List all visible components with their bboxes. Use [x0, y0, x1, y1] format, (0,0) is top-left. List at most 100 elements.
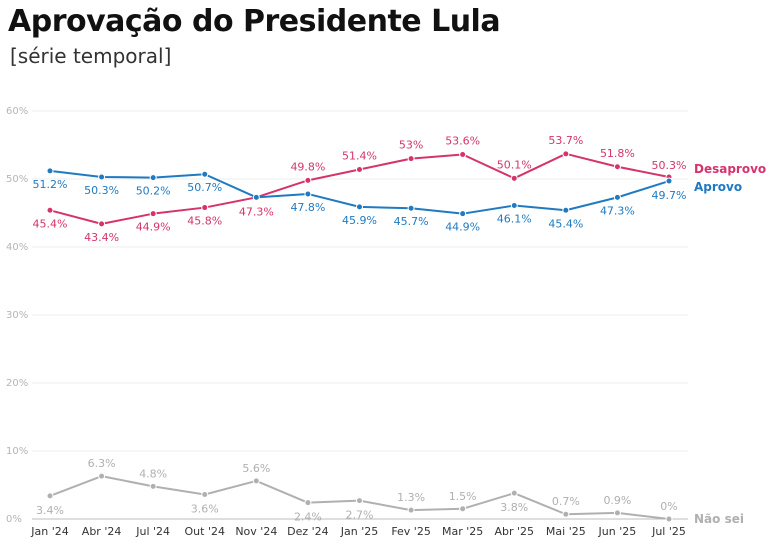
data-point — [562, 206, 570, 214]
data-point — [510, 202, 518, 210]
data-point — [356, 165, 363, 173]
data-label: 45.4% — [33, 217, 68, 230]
data-point — [252, 477, 260, 485]
data-label: 51.8% — [600, 147, 635, 160]
data-point — [562, 510, 570, 518]
series-name-aprovo: Aprovo — [694, 180, 742, 194]
data-point — [613, 509, 621, 517]
series-name-desaprovo: Desaprovo — [694, 162, 766, 176]
y-tick-label: 40% — [6, 242, 28, 253]
data-point — [407, 506, 415, 514]
data-point — [149, 210, 157, 218]
x-tick-label: Jul '24 — [135, 525, 170, 538]
x-tick-label: Mai '25 — [546, 525, 586, 538]
data-label: 50.3% — [84, 184, 119, 197]
data-label: 53% — [399, 139, 423, 152]
data-label: 47.8% — [290, 201, 325, 214]
series-name-nao-sei: Não sei — [694, 512, 744, 526]
y-tick-label: 50% — [6, 174, 28, 185]
data-label: 2.7% — [346, 509, 374, 522]
data-label: 46.1% — [497, 213, 532, 226]
x-tick-label: Out '24 — [185, 525, 225, 538]
data-point — [201, 491, 209, 499]
x-tick-label: Abr '24 — [82, 525, 122, 538]
data-point — [613, 163, 621, 171]
x-tick-label: Nov '24 — [235, 525, 277, 538]
data-label: 3.6% — [191, 503, 219, 516]
data-label: 51.2% — [33, 178, 68, 191]
data-label: 50.7% — [187, 181, 222, 194]
y-tick-label: 30% — [6, 310, 28, 321]
data-point — [510, 174, 518, 182]
data-label: 2.4% — [294, 511, 322, 524]
data-label: 45.8% — [187, 215, 222, 228]
data-point — [304, 176, 312, 184]
chart-subtitle: [série temporal] — [10, 44, 172, 68]
data-label: 44.9% — [136, 221, 171, 234]
data-point — [46, 206, 54, 214]
x-tick-label: Dez '24 — [287, 525, 329, 538]
data-point — [201, 170, 209, 178]
data-label: 47.3% — [600, 204, 635, 217]
x-tick-label: Jul '25 — [651, 525, 686, 538]
data-label: 53.6% — [445, 135, 480, 148]
data-point — [149, 482, 157, 490]
data-label: 53.7% — [548, 134, 583, 147]
data-label: 45.9% — [342, 214, 377, 227]
data-label: 6.3% — [88, 457, 116, 470]
data-point — [613, 193, 621, 201]
data-point — [407, 155, 415, 163]
chart-title: Aprovação do Presidente Lula — [8, 4, 501, 39]
data-point — [356, 497, 363, 505]
data-point — [304, 499, 312, 507]
data-point — [98, 173, 106, 181]
data-label: 0.7% — [552, 495, 580, 508]
data-point — [665, 515, 673, 523]
data-label: 51.4% — [342, 149, 377, 162]
data-label: 50.2% — [136, 185, 171, 198]
x-tick-label: Jun '25 — [598, 525, 637, 538]
data-point — [252, 193, 260, 201]
data-point — [562, 150, 570, 158]
data-point — [510, 489, 518, 497]
y-tick-label: 0% — [6, 514, 22, 525]
data-label: 45.4% — [548, 217, 583, 230]
data-label: 1.3% — [397, 491, 425, 504]
data-point — [407, 204, 415, 212]
x-tick-label: Jan '25 — [340, 525, 378, 538]
data-point — [98, 472, 106, 480]
data-label: 45.7% — [394, 215, 429, 228]
data-point — [356, 203, 363, 211]
x-tick-label: Jan '24 — [30, 525, 68, 538]
y-tick-label: 60% — [6, 106, 28, 117]
data-point — [459, 151, 467, 159]
data-point — [459, 505, 467, 513]
y-tick-label: 10% — [6, 446, 28, 457]
data-label: 4.8% — [139, 467, 167, 480]
x-tick-label: Fev '25 — [391, 525, 431, 538]
data-label: 1.5% — [449, 490, 477, 503]
data-label: 5.6% — [242, 462, 270, 475]
data-label: 50.3% — [652, 159, 687, 172]
data-label: 49.7% — [652, 189, 687, 202]
x-tick-label: Mar '25 — [442, 525, 483, 538]
data-point — [304, 190, 312, 198]
x-tick-label: Abr '25 — [494, 525, 534, 538]
data-point — [149, 174, 157, 182]
data-label: 50.1% — [497, 158, 532, 171]
data-label: 3.8% — [500, 501, 528, 514]
data-point — [459, 210, 467, 218]
data-label: 47.3% — [239, 205, 274, 218]
data-point — [665, 177, 673, 185]
data-point — [46, 492, 54, 500]
y-tick-label: 20% — [6, 378, 28, 389]
data-label: 49.8% — [290, 160, 325, 173]
data-point — [46, 167, 54, 175]
data-point — [98, 220, 106, 228]
data-label: 0% — [660, 500, 677, 513]
data-label: 0.9% — [603, 494, 631, 507]
data-label: 3.4% — [36, 504, 64, 517]
data-label: 43.4% — [84, 231, 119, 244]
data-label: 44.9% — [445, 221, 480, 234]
